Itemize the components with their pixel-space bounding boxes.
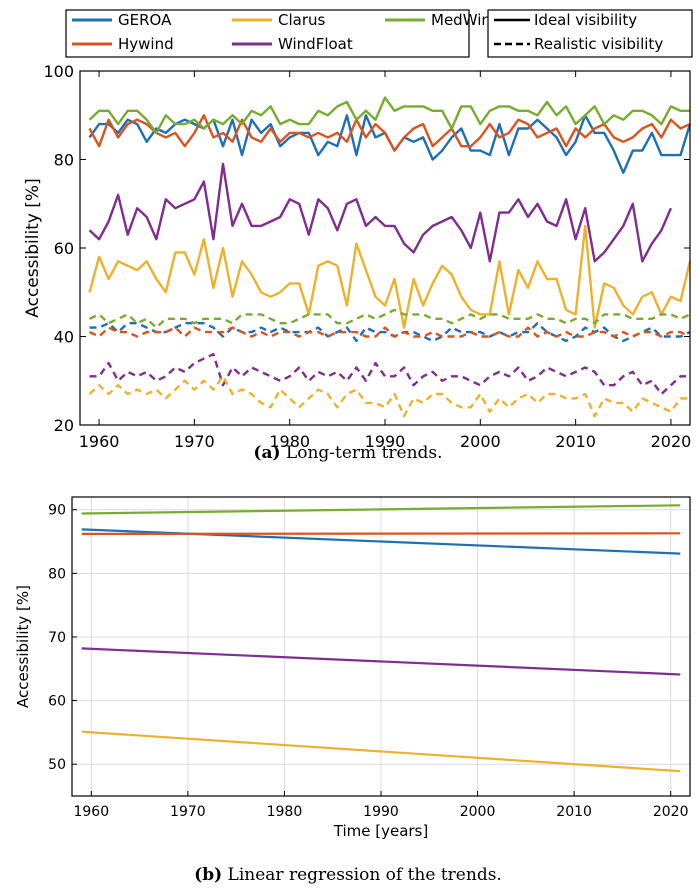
x-axis-label: Time [years] bbox=[333, 822, 428, 840]
regression-hywind-line bbox=[81, 532, 681, 536]
x-tick-label: 2000 bbox=[460, 432, 501, 451]
x-tick-label: 1990 bbox=[363, 804, 399, 820]
x-tick-label: 1980 bbox=[267, 804, 303, 820]
panel-b-caption-text: Linear regression of the trends. bbox=[222, 865, 502, 885]
y-tick-label: 100 bbox=[43, 62, 74, 81]
series-windfloat-ideal-line bbox=[88, 162, 673, 263]
x-tick-label: 2020 bbox=[651, 432, 692, 451]
legend-label-windfloat: WindFloat bbox=[278, 35, 353, 53]
panel-b-chart: 1960 1970 1980 1990 2000 2010 2020 50 60 70 80 90 Ti… bbox=[14, 496, 691, 885]
legend-series-box bbox=[65, 9, 470, 58]
regression-clarus-line bbox=[81, 730, 681, 773]
panel-b-caption: (b) Linear regression of the trends. bbox=[194, 865, 502, 885]
x-tick-label: 1990 bbox=[365, 432, 406, 451]
legend-label-clarus: Clarus bbox=[278, 11, 326, 29]
legend-label-hywind: Hywind bbox=[118, 35, 174, 53]
regression-medwind-line bbox=[81, 504, 681, 515]
x-tick-label: 2020 bbox=[653, 804, 689, 820]
y-tick-label: 20 bbox=[54, 416, 74, 435]
x-tick-label: 1960 bbox=[73, 804, 109, 820]
series-windfloat-realistic-line bbox=[89, 353, 690, 396]
y-tick-label: 60 bbox=[48, 694, 66, 710]
series-geroa-realistic-line bbox=[89, 322, 691, 343]
panel-a-caption: (a) Long-term trends. bbox=[253, 443, 442, 463]
y-axis-label: Accessibility [%] bbox=[14, 585, 32, 708]
x-tick-label: 2010 bbox=[556, 804, 592, 820]
y-tick-label: 80 bbox=[54, 151, 74, 170]
x-tick-label: 1970 bbox=[174, 432, 215, 451]
y-tick-label: 80 bbox=[48, 566, 66, 582]
y-tick-label: 40 bbox=[54, 328, 74, 347]
series-medwind-ideal-line bbox=[88, 96, 690, 135]
legend-label-realistic: Realistic visibility bbox=[534, 35, 663, 53]
x-tick-label: 1980 bbox=[269, 432, 310, 451]
panel-a-caption-label: (a) bbox=[253, 443, 280, 463]
panel-a-caption-text: Long-term trends. bbox=[281, 443, 443, 463]
y-tick-label: 50 bbox=[48, 757, 66, 773]
panel-a-chart: 1960 1970 1980 1990 2000 2010 202020406080100A… bbox=[23, 9, 693, 463]
legend-label-geroa: GEROA bbox=[118, 11, 172, 29]
y-tick-label: 60 bbox=[54, 239, 74, 258]
panel-b-caption-label: (b) bbox=[194, 865, 222, 885]
legend-label-ideal: Ideal visibility bbox=[534, 11, 637, 29]
y-tick-label: 90 bbox=[48, 503, 66, 519]
legend-series: GEROA Clarus MedWind Hywind WindFloat bbox=[65, 9, 500, 58]
legend-style-box bbox=[487, 9, 693, 58]
legend-label-medwind: MedWind bbox=[431, 11, 500, 29]
x-tick-label: 2010 bbox=[555, 432, 596, 451]
series-clarus-ideal-line bbox=[88, 224, 692, 329]
series-clarus-realistic-line bbox=[88, 375, 690, 418]
x-tick-label: 1970 bbox=[170, 804, 206, 820]
y-axis-label: Accessibility [%] bbox=[23, 178, 43, 317]
series-hywind-ideal-line bbox=[88, 114, 691, 152]
x-tick-label: 1960 bbox=[79, 432, 120, 451]
series-hywind-realistic-line bbox=[89, 326, 691, 338]
legend-style: Ideal visibility Realistic visibility bbox=[487, 9, 693, 58]
regression-windfloat-line bbox=[81, 647, 681, 676]
y-tick-label: 70 bbox=[48, 630, 66, 646]
x-tick-label: 2000 bbox=[460, 804, 496, 820]
